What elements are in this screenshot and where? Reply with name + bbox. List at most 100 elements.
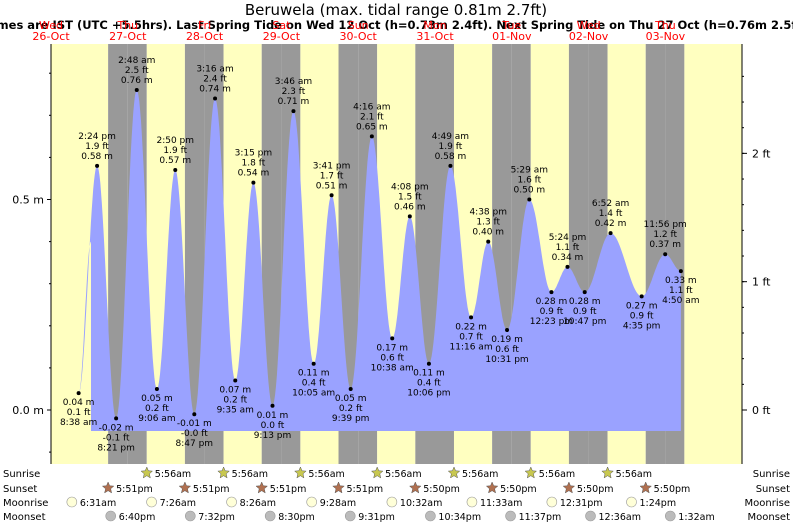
tide-point — [565, 264, 570, 269]
tide-time: 9:39 pm — [332, 414, 370, 424]
tide-point — [448, 163, 453, 168]
moonrise-icon — [546, 496, 558, 508]
tide-height-m: 0.19 m — [491, 335, 523, 345]
tide-height-ft: 0.9 ft — [573, 307, 597, 317]
sunrise-time: 5:56am — [539, 469, 575, 480]
tide-height-ft: 2.3 ft — [282, 87, 306, 97]
moonrise-time: 8:26am — [240, 498, 276, 509]
sunrise-time: 5:56am — [616, 469, 652, 480]
day-label-date: 02-Nov — [569, 30, 609, 43]
day-label-dow: Sat — [272, 19, 291, 32]
tide-height-m: 0.05 m — [335, 394, 367, 404]
tide-height-ft: -0.1 ft — [103, 433, 130, 443]
tide-time: 8:21 pm — [97, 443, 135, 453]
tide-height-ft: 1.2 ft — [653, 230, 677, 240]
tide-height-ft: 1.9 ft — [439, 142, 463, 152]
sunrise-time: 5:56am — [155, 469, 191, 480]
sunrise-icon — [447, 466, 461, 479]
night-band — [184, 44, 205, 464]
tide-height-m: -0.01 m — [177, 419, 212, 429]
moonset-time: 10:34pm — [438, 512, 481, 523]
sunset-icon — [255, 481, 269, 494]
tide-time: 3:15 pm — [235, 149, 273, 159]
tide-height-m: 0.57 m — [159, 156, 191, 166]
moonset-time: 11:37pm — [519, 512, 562, 523]
moonrise-icon — [386, 496, 398, 508]
tide-point — [407, 214, 412, 219]
tide-point — [639, 294, 644, 299]
moonset-icon — [344, 510, 356, 522]
tide-time: 12:23 pm — [530, 317, 573, 327]
tide-height-ft: 0.6 ft — [495, 345, 519, 355]
sunset-icon — [332, 481, 345, 494]
tide-point — [95, 163, 100, 168]
tide-time: 2:48 am — [118, 56, 155, 66]
tide-height-m: 0.28 m — [569, 297, 601, 307]
moonrise-time: 7:26am — [160, 498, 196, 509]
tide-height-ft: 0.9 ft — [630, 311, 654, 321]
day-label-date: 26-Oct — [32, 30, 70, 43]
tide-height-ft: 0.9 ft — [540, 307, 564, 317]
sunset-time: 5:50pm — [577, 484, 614, 495]
tide-height-m: 0.34 m — [552, 253, 584, 263]
tide-height-m: 0.17 m — [376, 343, 408, 353]
tide-height-m: 0.33 m — [665, 276, 697, 286]
sunrise-row-label-left: Sunrise — [3, 469, 40, 480]
day-label-date: 31-Oct — [416, 30, 454, 43]
tide-time: 2:24 pm — [78, 132, 116, 142]
sunset-row-label-right: Sunset — [756, 484, 790, 495]
day-label-date: 28-Oct — [186, 30, 224, 43]
tide-height-m: 0.50 m — [514, 186, 546, 196]
day-label-dow: Thu — [116, 19, 138, 32]
tide-point — [192, 412, 197, 417]
tide-point — [270, 403, 275, 408]
moonset-time: 9:31pm — [358, 512, 395, 523]
sunset-icon — [562, 481, 576, 494]
tide-time: 10:31 pm — [485, 355, 528, 365]
moonrise-row-label-left: Moonrise — [3, 498, 48, 509]
sunrise-time: 5:56am — [462, 469, 498, 480]
left-tick-label: 0.0 m — [12, 404, 44, 417]
day-label-dow: Tue — [501, 19, 521, 32]
tide-point — [76, 391, 81, 396]
tide-height-ft: 0.2 ft — [339, 404, 363, 414]
tide-height-ft: 1.1 ft — [556, 243, 580, 253]
tide-height-ft: 1.9 ft — [85, 142, 109, 152]
sunrise-row-label-right: Sunrise — [753, 469, 790, 480]
tide-point — [311, 361, 316, 366]
tide-point — [663, 252, 668, 257]
tide-time: 4:16 am — [353, 102, 390, 112]
tide-point — [114, 416, 119, 421]
day-label-date: 27-Oct — [109, 30, 147, 43]
sunrise-time: 5:56am — [385, 469, 421, 480]
day-label-dow: Wed — [39, 19, 63, 32]
sunrise-icon — [217, 466, 230, 479]
sunset-time: 5:50pm — [654, 484, 691, 495]
tide-height-ft: -0.0 ft — [181, 429, 208, 439]
tide-point — [486, 239, 491, 244]
moonset-icon — [505, 510, 516, 522]
sunset-row-label-left: Sunset — [3, 484, 37, 495]
moonrise-time: 12:31pm — [560, 498, 603, 509]
tide-curve — [78, 90, 681, 432]
tide-time: 6:52 am — [592, 199, 629, 209]
sunrise-icon — [601, 466, 614, 479]
tide-height-m: 0.58 m — [81, 152, 113, 162]
right-tick-label: 0 ft — [752, 404, 771, 417]
right-tick-label: 2 ft — [752, 147, 771, 160]
moonset-time: 1:32am — [678, 512, 714, 523]
sunset-time: 5:50pm — [500, 484, 537, 495]
tide-height-m: 0.54 m — [238, 169, 270, 179]
sunset-icon — [408, 481, 422, 494]
tide-height-m: 0.51 m — [316, 181, 348, 191]
tide-time: 5:29 am — [511, 166, 548, 176]
tide-height-ft: 0.6 ft — [380, 353, 404, 363]
chart-subtitle: Times are IST (UTC +5.5hrs). Last Spring… — [0, 18, 793, 32]
tide-height-m: 0.76 m — [121, 76, 153, 86]
tide-height-ft: 1.7 ft — [320, 171, 344, 181]
tide-height-m: -0.02 m — [99, 423, 134, 433]
tide-time: 10:06 pm — [407, 389, 450, 399]
sunset-time: 5:51pm — [116, 484, 153, 495]
sunrise-time: 5:56am — [232, 469, 268, 480]
day-band — [684, 44, 723, 464]
